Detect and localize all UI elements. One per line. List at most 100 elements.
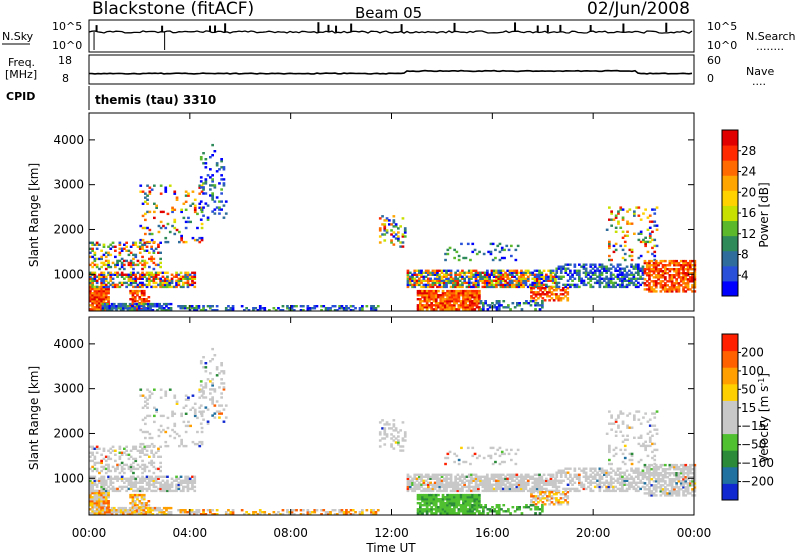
cpid-text: themis (tau) 3310 [95, 93, 216, 107]
velocity-cell [449, 481, 453, 484]
velocity-cell [446, 500, 449, 503]
velocity-cell [150, 392, 154, 395]
velocity-cell [163, 481, 167, 484]
velocity-cell [104, 496, 108, 499]
velocity-cell [584, 479, 588, 482]
velocity-cell [445, 477, 448, 480]
power-cell [621, 267, 624, 270]
velocity-cell [370, 511, 373, 514]
velocity-cell [126, 511, 130, 514]
power-cell [677, 272, 681, 275]
velocity-cell [124, 509, 127, 512]
velocity-cell [202, 418, 205, 421]
velocity-cell [541, 508, 544, 511]
power-cell [639, 230, 643, 233]
power-cell [497, 302, 501, 305]
power-cell [436, 271, 439, 274]
power-cell [653, 238, 657, 242]
velocity-cell [175, 483, 178, 486]
velocity-cell [146, 388, 149, 391]
power-cell [668, 286, 672, 289]
velocity-cell [535, 477, 539, 480]
velocity-cell [639, 444, 643, 448]
power-cell [478, 306, 481, 309]
velocity-cell [159, 455, 162, 458]
power-cell [107, 296, 110, 299]
power-cell [461, 277, 464, 280]
power-cell [98, 287, 101, 291]
power-cell [154, 273, 158, 276]
power-cell [390, 241, 393, 244]
velocity-cell [446, 502, 449, 505]
power-cell [652, 280, 656, 283]
power-cell [628, 281, 631, 285]
velocity-cell [422, 489, 426, 493]
power-cell [107, 251, 110, 254]
power-cell [573, 283, 577, 287]
velocity-cell [472, 473, 476, 476]
power-cell [609, 267, 613, 270]
velocity-cell [179, 483, 183, 486]
velocity-cell [100, 479, 103, 482]
power-cell [641, 281, 645, 285]
velocity-cell [100, 491, 103, 495]
power-cell [502, 300, 506, 303]
power-cell [642, 212, 645, 215]
velocity-cell [329, 511, 332, 514]
velocity-cell [591, 467, 595, 470]
power-cell [557, 287, 561, 290]
velocity-cell [654, 480, 658, 483]
power-cell [118, 253, 122, 257]
velocity-cell [517, 483, 521, 486]
power-cell [515, 273, 519, 276]
power-cell [419, 292, 422, 295]
power-cell [639, 254, 643, 258]
velocity-cell [107, 467, 110, 471]
power-cell [406, 285, 410, 289]
velocity-cell [454, 487, 457, 491]
power-cell [299, 305, 303, 308]
power-cell [415, 273, 419, 276]
power-cell [448, 300, 452, 303]
power-cell [91, 304, 94, 307]
power-cell [643, 282, 647, 285]
velocity-cell [195, 513, 199, 516]
velocity-cell [129, 449, 133, 452]
velocity-cell [550, 495, 554, 498]
velocity-cell [112, 509, 116, 512]
power-cell [608, 254, 611, 258]
velocity-cell [472, 489, 476, 493]
power-cell [211, 194, 214, 197]
power-cell [559, 299, 563, 302]
power-cell [475, 298, 479, 301]
velocity-cell [345, 511, 348, 514]
velocity-cell [150, 477, 153, 480]
power-cell [102, 294, 106, 297]
power-cell [522, 275, 525, 278]
velocity-cell [220, 396, 223, 399]
power-cell [418, 283, 421, 287]
velocity-cell [643, 474, 647, 477]
power-cell [503, 256, 506, 260]
power-cell [628, 277, 631, 280]
power-cell [653, 244, 657, 248]
velocity-cell [524, 481, 528, 484]
power-cell [652, 290, 656, 293]
power-cell [555, 267, 559, 270]
power-cell [109, 279, 113, 282]
power-cell [481, 285, 485, 289]
velocity-cell [538, 473, 541, 476]
power-cell [166, 283, 169, 287]
velocity-cell [215, 366, 219, 369]
power-cell [252, 309, 255, 312]
velocity-cell [313, 509, 317, 512]
power-cell [120, 263, 124, 267]
power-cell [425, 302, 429, 305]
velocity-cell [497, 479, 501, 482]
velocity-cell [589, 487, 593, 491]
velocity-cell [549, 479, 553, 482]
power-cell [374, 307, 378, 310]
power-cell [684, 282, 688, 285]
velocity-cell [634, 483, 638, 486]
power-cell [686, 261, 690, 265]
